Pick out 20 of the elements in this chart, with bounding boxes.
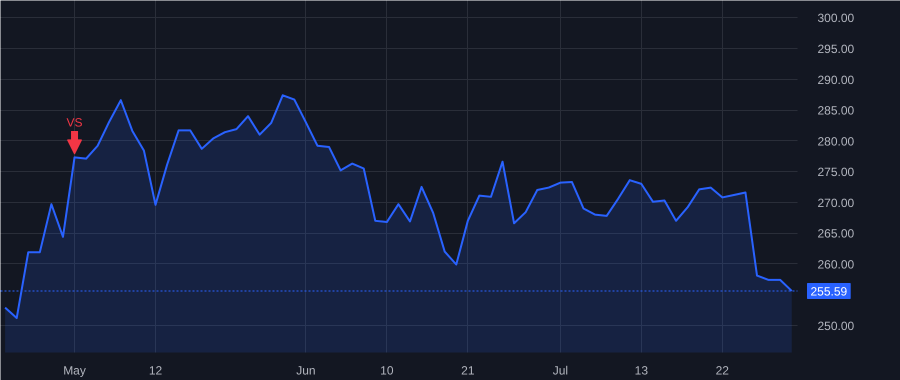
y-tick-label: 260.00 — [818, 257, 855, 272]
y-tick-label: 290.00 — [818, 72, 855, 87]
ref-line-label: 255.59 — [810, 284, 848, 299]
x-tick-label: 21 — [461, 364, 475, 378]
x-tick-label: Jul — [552, 364, 568, 378]
y-tick-label: 300.00 — [818, 11, 855, 26]
y-tick-label: 280.00 — [818, 134, 855, 148]
y-tick-label: 250.00 — [818, 318, 855, 333]
y-tick-label: 270.00 — [818, 196, 855, 210]
x-tick-label: 10 — [380, 364, 394, 378]
x-tick-label: 22 — [716, 364, 730, 378]
x-tick-label: Jun — [296, 364, 316, 378]
y-tick-label: 265.00 — [818, 226, 855, 241]
annotation: VS — [66, 115, 83, 130]
x-tick-label: May — [63, 364, 86, 378]
y-tick-label: 295.00 — [818, 42, 855, 56]
y-tick-label: 285.00 — [818, 104, 855, 118]
y-tick-label: 275.00 — [818, 165, 855, 180]
x-tick-label: 12 — [148, 364, 163, 378]
x-tick-label: 13 — [634, 364, 648, 378]
